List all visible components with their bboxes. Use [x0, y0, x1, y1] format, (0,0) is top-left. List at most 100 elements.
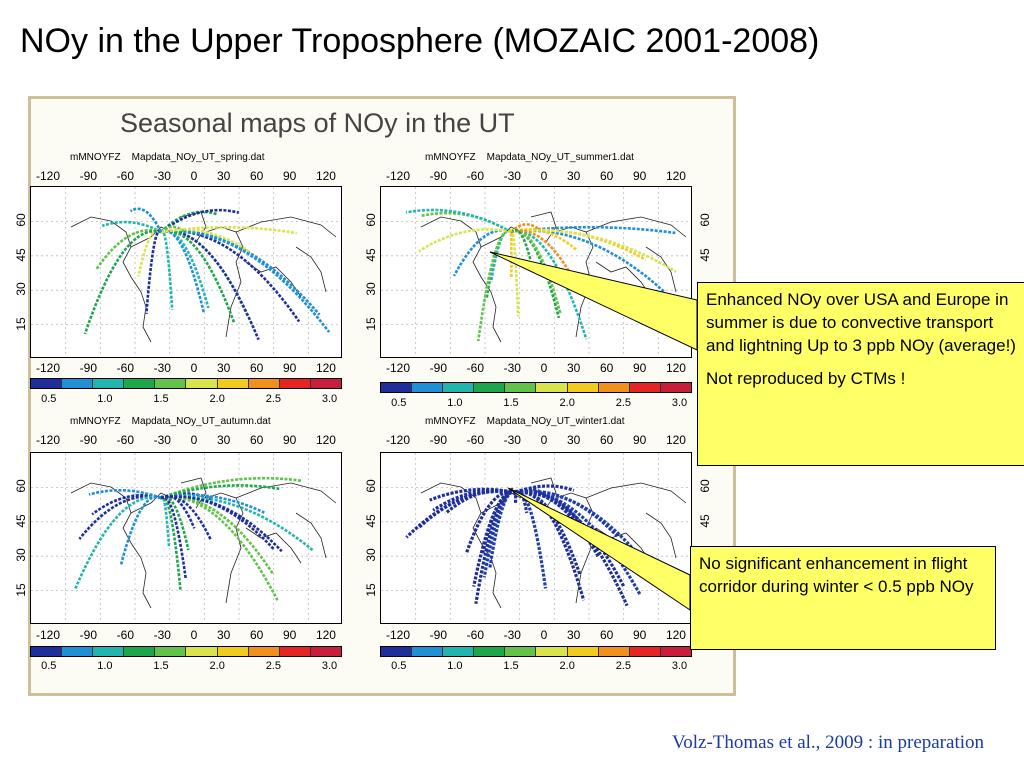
lon-tick: 0	[540, 361, 548, 375]
lon-tick: -60	[466, 169, 484, 183]
lon-tick: 30	[216, 628, 231, 642]
colorbar-swatch	[217, 379, 249, 388]
colorbar-label: 2.5	[265, 660, 282, 672]
panel-spring-lat-ticks: 60 45 30 15	[14, 186, 28, 358]
lon-tick: -30	[153, 361, 171, 375]
colorbar-label: 1.0	[97, 660, 113, 672]
colorbar-swatch	[124, 379, 156, 388]
lat-tick: 30	[364, 548, 378, 562]
lon-tick: 120	[315, 169, 336, 183]
coastline	[245, 527, 302, 564]
lat-tick: 30	[364, 282, 378, 296]
flight-track	[405, 208, 512, 234]
panel-summer-lon-ticks-top: -120 -90 -60 -30 0 30 60 90 120	[386, 169, 686, 183]
lon-tick: -60	[116, 433, 134, 447]
flight-track	[515, 490, 626, 589]
flight-track	[515, 490, 548, 589]
colorbar-swatch	[598, 647, 630, 656]
panel-autumn-lon-ticks-bottom: -120 -90 -60 -30 0 30 60 90 120	[36, 628, 336, 642]
panel-autumn-map	[30, 452, 342, 624]
colorbar-label: 1.5	[153, 660, 169, 672]
colorbar-swatch	[505, 383, 537, 392]
panel-spring-colorbar-labels: 0.5 1.0 1.5 2.0 2.5 3.0	[30, 393, 342, 407]
colorbar-swatch	[381, 647, 413, 656]
summer-callout-text: Enhanced NOy over USA and Europe in summ…	[706, 290, 1016, 355]
colorbar-label: 1.5	[503, 397, 519, 409]
lat-tick: 60	[698, 479, 712, 494]
lon-tick: -30	[503, 361, 521, 375]
colorbar-swatch	[217, 647, 249, 656]
lon-tick: 90	[282, 628, 297, 642]
lon-tick: -30	[503, 628, 521, 642]
lon-tick: 120	[315, 361, 336, 375]
panel-spring-lon-ticks-bottom: -120 -90 -60 -30 0 30 60 90 120	[36, 361, 336, 375]
colorbar-label: 2.0	[209, 393, 225, 405]
lon-tick: 120	[665, 169, 686, 183]
citation: Volz-Thomas et al., 2009 : in preparatio…	[671, 732, 984, 753]
lon-tick: -120	[386, 361, 411, 375]
colorbar-label: 3.0	[671, 397, 688, 409]
coastline	[70, 482, 152, 609]
lon-tick: -120	[386, 628, 411, 642]
lon-tick: -90	[79, 361, 98, 375]
lon-tick: -90	[429, 169, 448, 183]
colorbar-label: 1.0	[97, 393, 113, 405]
lat-tick: 45	[14, 514, 28, 528]
flight-track	[160, 495, 314, 552]
lon-tick: 30	[216, 169, 231, 183]
panel-winter-lat-ticks-left: 60 45 30 15	[364, 452, 378, 624]
flight-track	[418, 228, 512, 253]
lon-tick: -30	[153, 628, 171, 642]
coastline	[295, 512, 327, 559]
lat-tick: 60	[14, 479, 28, 494]
lon-tick: 90	[282, 361, 297, 375]
panel-winter-colorbar	[380, 646, 692, 657]
flight-track	[160, 476, 303, 500]
colorbar-label: 0.5	[391, 660, 407, 672]
flight-track	[101, 220, 162, 234]
flight-track	[160, 495, 275, 576]
colorbar-swatch	[248, 379, 280, 388]
lon-tick: -90	[79, 433, 98, 447]
lon-tick: 30	[566, 169, 581, 183]
lon-tick: 0	[190, 628, 198, 642]
coastline	[585, 216, 687, 238]
flight-track	[119, 495, 162, 565]
flight-track	[160, 225, 297, 235]
colorbar-swatch	[536, 383, 568, 392]
lat-tick: 15	[14, 582, 28, 597]
panel-winter-colorbar-labels: 0.5 1.0 1.5 2.0 2.5 3.0	[380, 660, 692, 674]
slide-title: NOy in the Upper Troposphere (MOZAIC 200…	[20, 22, 820, 60]
colorbar-swatch	[186, 647, 218, 656]
lat-tick: 45	[364, 514, 378, 528]
lon-tick: -30	[503, 433, 521, 447]
colorbar-label: 2.0	[559, 660, 575, 672]
lon-tick: 90	[632, 169, 647, 183]
coastline	[235, 216, 337, 238]
lon-tick: 90	[282, 169, 297, 183]
lon-tick: 30	[566, 628, 581, 642]
lat-tick: 15	[14, 316, 28, 331]
lat-tick: 60	[14, 213, 28, 228]
flight-track	[78, 495, 162, 540]
colorbar-swatch	[443, 383, 475, 392]
lon-tick: 60	[599, 361, 614, 375]
colorbar-swatch	[31, 647, 63, 656]
colorbar-swatch	[310, 647, 341, 656]
lon-tick: -120	[36, 169, 61, 183]
colorbar-label: 2.0	[209, 660, 225, 672]
lon-tick: -120	[36, 361, 61, 375]
flight-track	[160, 495, 276, 551]
flight-track	[160, 495, 283, 553]
lon-tick: 60	[599, 628, 614, 642]
panel-summer-lat-ticks-left: 60 45 30 15	[364, 186, 378, 358]
flight-track	[160, 484, 280, 500]
colorbar-swatch	[536, 647, 568, 656]
colorbar-swatch	[660, 383, 691, 392]
lon-tick: -120	[386, 169, 411, 183]
figure-title: Seasonal maps of NOy in the UT	[120, 108, 515, 138]
lon-tick: -60	[116, 169, 134, 183]
panel-spring-header: mMNOYFZ Mapdata_NOy_UT_spring.dat	[70, 152, 265, 163]
colorbar-label: 1.0	[447, 660, 463, 672]
flight-track	[485, 229, 512, 299]
